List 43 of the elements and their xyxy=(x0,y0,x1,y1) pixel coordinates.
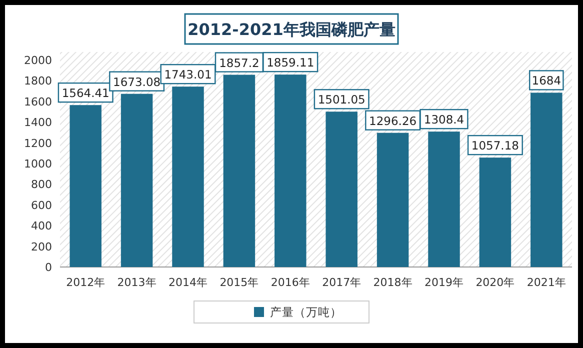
y-tick-label: 2000 xyxy=(24,54,52,67)
x-tick-label: 2021年 xyxy=(526,276,566,289)
bar xyxy=(326,112,358,267)
x-tick-label: 2020年 xyxy=(476,276,515,289)
data-label: 1501.05 xyxy=(318,92,366,107)
x-tick-label: 2019年 xyxy=(424,276,464,289)
data-label: 1057.18 xyxy=(471,138,519,153)
data-label: 1857.2 xyxy=(219,56,260,70)
data-label: 1296.26 xyxy=(369,114,417,128)
x-tick-label: 2017年 xyxy=(322,276,362,289)
y-tick-label: 400 xyxy=(31,220,52,233)
x-tick-label: 2018年 xyxy=(373,276,412,289)
x-tick-label: 2014年 xyxy=(168,276,208,289)
x-tick-label: 2015年 xyxy=(220,276,259,289)
data-label: 1564.41 xyxy=(62,86,110,100)
y-tick-label: 800 xyxy=(31,178,52,192)
x-tick-label: 2016年 xyxy=(270,276,310,289)
y-tick-label: 1000 xyxy=(24,158,52,170)
data-label: 1743.01 xyxy=(164,68,212,82)
bar xyxy=(223,74,256,267)
data-label: 1308.4 xyxy=(424,112,464,127)
chart-title: 2012-2021年我国磷肥产量 xyxy=(188,20,396,39)
bar xyxy=(120,94,153,267)
y-tick-label: 1400 xyxy=(24,116,52,130)
y-tick-label: 200 xyxy=(31,240,52,254)
bar xyxy=(530,92,562,267)
y-tick-label: 0 xyxy=(45,261,52,274)
bar xyxy=(172,86,204,267)
bar xyxy=(479,158,512,267)
data-label: 1859.11 xyxy=(266,56,314,70)
bar xyxy=(376,132,409,267)
y-tick-label: 1800 xyxy=(24,74,52,88)
bar xyxy=(428,132,460,267)
bar xyxy=(274,74,306,267)
data-label: 1673.08 xyxy=(113,74,161,89)
legend-label: 产量（万吨） xyxy=(270,305,342,319)
data-label: 1684 xyxy=(532,74,562,88)
y-tick-label: 1600 xyxy=(24,95,52,108)
x-tick-label: 2012年 xyxy=(66,276,106,289)
x-tick-label: 2013年 xyxy=(117,276,156,289)
bar xyxy=(70,105,102,267)
y-tick-label: 600 xyxy=(31,198,52,212)
y-tick-label: 1200 xyxy=(24,136,52,150)
